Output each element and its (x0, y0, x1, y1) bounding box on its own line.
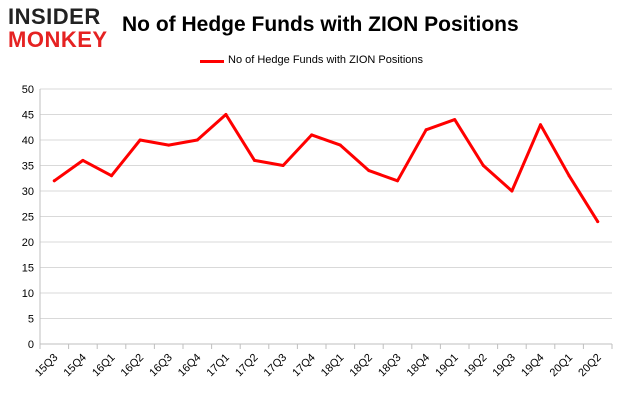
data-point (424, 128, 428, 132)
x-tick-label: 16Q4 (176, 352, 204, 380)
x-tick-label: 18Q2 (347, 352, 375, 380)
x-tick-label: 18Q1 (319, 352, 347, 380)
x-tick-label: 18Q3 (376, 352, 404, 380)
insider-monkey-logo: INSIDER MONKEY (6, 4, 116, 52)
x-tick-label: 20Q2 (576, 352, 604, 380)
data-point (539, 123, 542, 127)
legend-label: No of Hedge Funds with ZION Positions (228, 54, 424, 66)
data-point (138, 138, 142, 142)
x-tick-label: 17Q2 (233, 352, 261, 380)
x-tick-label: 17Q1 (204, 352, 232, 380)
y-tick-label: 25 (22, 212, 34, 224)
data-point (338, 143, 342, 147)
x-tick-label: 16Q2 (119, 352, 147, 380)
x-tick-label: 15Q4 (61, 352, 89, 380)
data-point (481, 164, 485, 167)
y-tick-label: 20 (22, 237, 34, 249)
y-tick-label: 30 (22, 186, 34, 198)
x-tick-label: 19Q3 (490, 352, 518, 380)
y-tick-label: 40 (22, 135, 34, 147)
x-tick-label: 16Q3 (147, 352, 175, 380)
data-point (567, 174, 571, 178)
x-tick-label: 16Q1 (90, 352, 118, 380)
y-tick-label: 50 (22, 84, 34, 96)
data-point (81, 158, 85, 162)
data-point (167, 143, 171, 147)
x-tick-label: 15Q3 (33, 352, 61, 380)
x-tick-label: 17Q4 (290, 352, 318, 380)
y-tick-label: 5 (28, 314, 34, 326)
data-point (281, 164, 285, 167)
chart-title: No of Hedge Funds with ZION Positions (122, 13, 519, 36)
y-tick-label: 15 (22, 263, 34, 275)
x-tick-label: 19Q1 (433, 352, 461, 380)
data-point (596, 220, 600, 224)
data-point (224, 113, 228, 116)
legend-swatch (200, 60, 224, 63)
x-tick-label: 19Q2 (462, 352, 490, 380)
x-tick-label: 17Q3 (262, 352, 290, 380)
data-point (453, 118, 457, 122)
data-point (52, 179, 56, 183)
x-tick-label: 19Q4 (519, 352, 547, 380)
y-tick-label: 35 (22, 161, 34, 173)
data-point (110, 174, 113, 178)
y-tick-label: 0 (28, 339, 34, 351)
data-point (253, 158, 256, 162)
data-point (310, 133, 314, 137)
y-tick-label: 45 (22, 110, 34, 122)
x-tick-label: 18Q4 (405, 352, 433, 380)
logo-line-1: INSIDER (8, 4, 101, 29)
x-tick-label: 20Q1 (548, 352, 576, 380)
data-point (195, 138, 199, 142)
y-tick-label: 10 (22, 288, 34, 300)
data-point (396, 179, 399, 183)
data-point (510, 189, 514, 193)
data-point (367, 169, 371, 173)
series-line (52, 113, 600, 224)
logo-line-2: MONKEY (8, 27, 108, 52)
